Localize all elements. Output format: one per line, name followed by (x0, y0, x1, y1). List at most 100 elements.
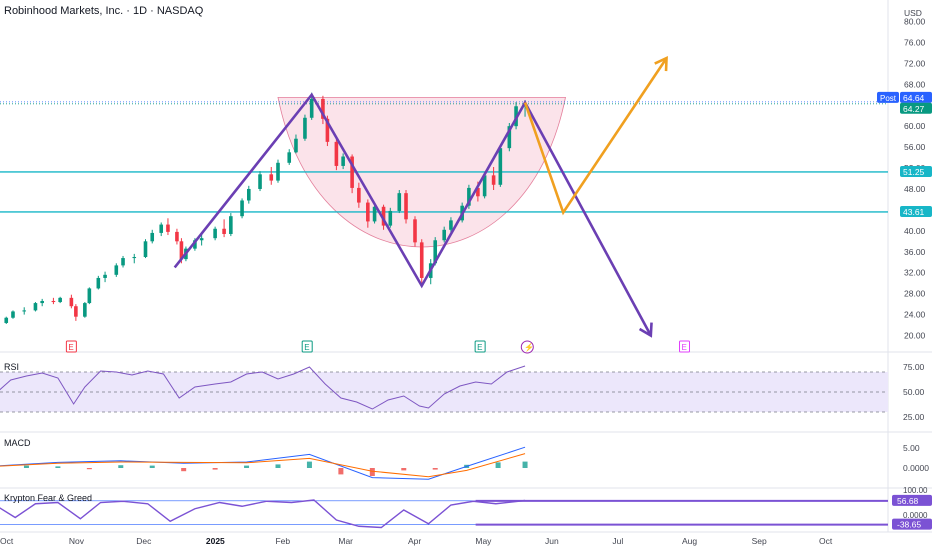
candle (87, 288, 92, 304)
fear-greed-level-tag-bg (892, 494, 932, 506)
macd-histogram-bar (181, 468, 187, 472)
candle (33, 303, 38, 311)
macd-histogram-bar (522, 461, 528, 468)
earnings-marker: E (304, 343, 309, 352)
macd-histogram-bar (244, 465, 250, 468)
candle (366, 202, 370, 222)
candle (11, 311, 15, 318)
macd-histogram-bar (401, 468, 407, 471)
candle (258, 174, 262, 189)
rsi-tick-label: 25.00 (903, 412, 925, 422)
candle (294, 138, 298, 153)
candle (482, 175, 487, 197)
price-tick-label: 72.00 (904, 58, 926, 68)
post-tag-label-bg (877, 91, 899, 103)
macd-line (0, 446, 526, 480)
macd-histogram-bar (118, 465, 124, 468)
rsi-pane-label: RSI (4, 362, 20, 372)
price-tag-bg (900, 102, 932, 114)
candle (467, 187, 471, 206)
pattern-arrow-head (638, 322, 653, 338)
candle (22, 310, 27, 312)
post-tag-label: Post (880, 94, 897, 103)
earnings-marker-bg (301, 340, 313, 353)
rsi-tick-label: 50.00 (903, 387, 925, 397)
candle (193, 240, 197, 249)
time-tick-label: Mar (338, 536, 353, 546)
candle (334, 141, 339, 166)
macd-histogram-bar (275, 464, 281, 468)
rsi-tick-label: 75.00 (903, 362, 925, 372)
price-tag-value: 64.64 (903, 93, 925, 103)
candle (199, 238, 204, 241)
macd-histogram-bar (23, 465, 29, 468)
candle (381, 206, 386, 226)
candle (276, 162, 280, 181)
candle (507, 126, 512, 149)
time-tick-label: May (475, 536, 492, 546)
candle (229, 216, 233, 234)
candle (491, 175, 496, 185)
candle (350, 156, 354, 188)
projection-path-line (523, 57, 668, 216)
time-tick-label: Nov (69, 536, 85, 546)
price-tag-bg (900, 165, 932, 177)
candle (413, 219, 417, 243)
earnings-marker: E (68, 343, 73, 352)
macd-histogram-bar (86, 468, 92, 470)
time-tick-label: Oct (0, 536, 14, 546)
currency-label: USD (904, 8, 922, 18)
fear-greed-tick-label: 0.0000 (903, 511, 928, 520)
macd-histogram-bar (212, 468, 218, 470)
earnings-marker: E (682, 343, 687, 352)
macd-histogram-bar (306, 461, 312, 468)
candle (372, 206, 377, 222)
candle (442, 229, 446, 241)
candle (175, 231, 179, 242)
earnings-marker-bg (65, 340, 77, 353)
fear-greed-level-tag-bg (892, 518, 932, 530)
candle (166, 224, 170, 232)
candle (83, 303, 87, 317)
chart-title: Robinhood Markets, Inc. · 1D · NASDAQ (4, 5, 204, 17)
price-tag-value: 64.27 (903, 104, 925, 114)
price-tick-label: 20.00 (904, 331, 926, 341)
candle (4, 317, 9, 323)
macd-histogram-bar (369, 468, 375, 476)
time-tick-label: Dec (136, 536, 152, 546)
candle (132, 257, 137, 259)
candle (103, 274, 107, 278)
candle (150, 232, 155, 242)
price-tick-label: 36.00 (904, 247, 926, 257)
candle (121, 258, 125, 266)
candle (58, 297, 62, 303)
price-tick-label: 48.00 (904, 184, 926, 194)
candle (159, 224, 164, 233)
projection-arrow-head (654, 56, 668, 72)
price-tag-bg (900, 205, 932, 217)
candle (433, 240, 438, 264)
time-tick-label: Jul (612, 536, 623, 546)
candle (269, 174, 274, 181)
price-tag-value: 51.25 (903, 167, 925, 177)
candle (341, 156, 345, 166)
candle (213, 228, 217, 239)
candle (325, 118, 330, 142)
earnings-marker-bg (679, 340, 691, 353)
price-tag-value: 43.61 (903, 207, 925, 217)
pattern-path-line (173, 92, 652, 337)
rsi-line (0, 365, 526, 410)
macd-histogram-bar (495, 462, 501, 468)
candle (51, 300, 56, 303)
macd-tick-label: 0.0000 (903, 463, 929, 473)
candle (114, 265, 119, 275)
price-tick-label: 60.00 (904, 121, 926, 131)
candle (397, 193, 402, 211)
price-tick-label: 76.00 (904, 37, 926, 47)
candle (96, 277, 101, 289)
candle (240, 200, 244, 217)
time-tick-label: Apr (408, 536, 421, 546)
candle (309, 98, 314, 118)
time-tick-label: 2025 (206, 536, 225, 546)
